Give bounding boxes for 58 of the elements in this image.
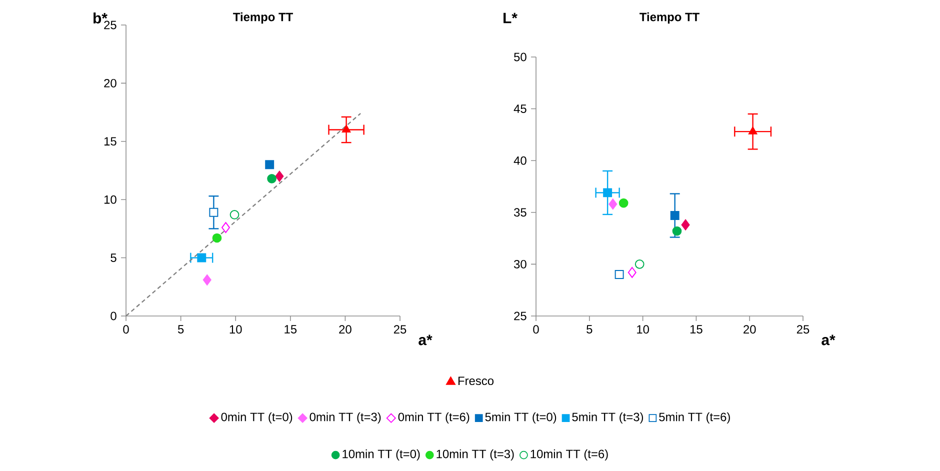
y-tick-label: 10 (104, 195, 116, 204)
point (202, 274, 212, 286)
y-tick-label: 15 (104, 137, 116, 146)
point (212, 233, 222, 243)
x-tick-label: 10 (637, 325, 649, 334)
point (222, 222, 230, 233)
point (209, 208, 218, 217)
x-tick-label: 25 (796, 325, 810, 334)
y-tick-label: 45 (514, 104, 526, 113)
legend-label: 10min TT (t=6) (530, 449, 608, 461)
legend-label: 10min TT (t=3) (436, 449, 514, 461)
y-tick-label: 35 (514, 208, 526, 217)
point (628, 266, 636, 278)
point (275, 170, 284, 182)
point (265, 160, 274, 170)
point (634, 260, 644, 269)
x-tick-label: 10 (230, 325, 242, 334)
x-tick-label: 5 (586, 325, 592, 334)
legend-label: 5min TT (t=3) (572, 412, 644, 424)
y-tick-label: 30 (514, 260, 526, 268)
legend-label: 0min TT (t=6) (398, 412, 470, 424)
point (748, 126, 758, 134)
x-tick-label: 15 (284, 325, 297, 334)
x-tick-label: 20 (339, 325, 352, 334)
y-tick-label: 20 (104, 78, 116, 88)
point (681, 219, 690, 230)
point (670, 211, 680, 220)
point (618, 198, 628, 208)
y-tick-label: 25 (514, 312, 526, 320)
y-tick-label: 50 (514, 52, 526, 62)
legend-label: Fresco (458, 376, 494, 386)
point (342, 124, 351, 132)
y-tick-label: 0 (110, 312, 116, 320)
x-tick-label: 0 (123, 325, 129, 334)
x-axis-title: a* (418, 334, 432, 346)
legend-label: 5min TT (t=0) (485, 412, 556, 424)
point (614, 270, 624, 280)
point (603, 188, 612, 198)
legend-label: 10min TT (t=0) (342, 449, 420, 461)
x-tick-label: 0 (533, 325, 539, 334)
x-axis-title: a* (822, 334, 836, 346)
legend-label: 0min TT (t=0) (221, 412, 292, 424)
x-tick-label: 25 (394, 325, 406, 334)
y-tick-label: 40 (514, 156, 526, 165)
y-tick-label: 5 (110, 254, 116, 262)
point (672, 226, 682, 236)
x-tick-label: 5 (178, 325, 184, 334)
point (197, 253, 206, 262)
legend-label: 5min TT (t=6) (659, 412, 730, 424)
x-tick-label: 20 (744, 325, 756, 334)
chart-title: Tiempo TT (233, 12, 293, 24)
point (230, 210, 240, 220)
point (267, 174, 276, 184)
chart-title: Tiempo TT (640, 12, 700, 24)
x-tick-label: 15 (690, 325, 702, 334)
point (608, 198, 618, 210)
y-axis-title: L* (504, 12, 518, 24)
legend-label: 0min TT (t=3) (310, 412, 381, 424)
